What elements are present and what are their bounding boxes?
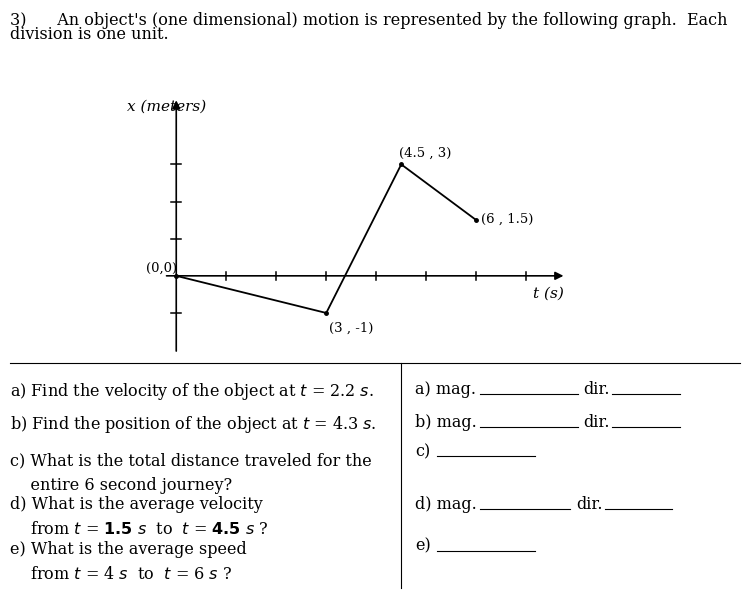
Text: dir.: dir.	[584, 414, 610, 431]
Text: d) mag.: d) mag.	[415, 496, 476, 514]
Text: (0,0): (0,0)	[146, 262, 177, 275]
Text: x (meters): x (meters)	[127, 99, 206, 113]
Text: d) What is the average velocity
    from $t$ = $\mathbf{1.5}$ $s$  to  $t$ = $\m: d) What is the average velocity from $t$…	[10, 496, 268, 538]
Text: (6 , 1.5): (6 , 1.5)	[482, 213, 534, 226]
Text: c) What is the total distance traveled for the
    entire 6 second journey?: c) What is the total distance traveled f…	[10, 452, 371, 494]
Text: (3 , -1): (3 , -1)	[328, 322, 374, 335]
Text: b) Find the position of the object at $t$ = 4.3 $s$.: b) Find the position of the object at $t…	[10, 414, 376, 435]
Text: b) mag.: b) mag.	[415, 414, 476, 431]
Text: 3)      An object's (one dimensional) motion is represented by the following gra: 3) An object's (one dimensional) motion …	[10, 12, 728, 29]
Text: a) Find the velocity of the object at $t$ = 2.2 $s$.: a) Find the velocity of the object at $t…	[10, 381, 374, 402]
Text: e) What is the average speed
    from $t$ = 4 $s$  to  $t$ = 6 $s$ ?: e) What is the average speed from $t$ = …	[10, 541, 247, 583]
Text: e): e)	[415, 538, 430, 555]
Text: t (s): t (s)	[532, 286, 564, 300]
Text: a) mag.: a) mag.	[415, 381, 476, 398]
Text: dir.: dir.	[576, 496, 602, 514]
Text: c): c)	[415, 443, 430, 460]
Text: dir.: dir.	[584, 381, 610, 398]
Text: (4.5 , 3): (4.5 , 3)	[399, 147, 451, 160]
Text: division is one unit.: division is one unit.	[10, 26, 168, 43]
